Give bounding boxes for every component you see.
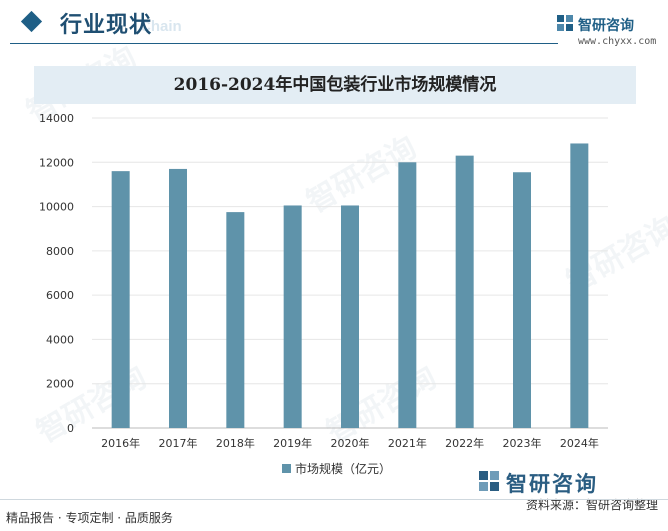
bar [226, 212, 245, 428]
y-tick-label: 10000 [39, 201, 74, 214]
y-tick-label: 2000 [46, 378, 74, 391]
chart-title-band: 2016-2024年中国包装行业市场规模情况 [34, 66, 636, 104]
bar [341, 205, 359, 428]
bar [283, 205, 302, 428]
bar [455, 155, 474, 428]
section-subtitle: Chain [140, 18, 182, 35]
bar [111, 171, 130, 428]
legend-label: 市场规模（亿元） [295, 461, 391, 476]
x-tick-label: 2017年 [159, 436, 198, 450]
x-tick-label: 2018年 [216, 436, 255, 450]
x-tick-label: 2020年 [331, 436, 370, 450]
footer-brand: 智研咨询 [478, 468, 658, 496]
brand-url: www.chyxx.com [578, 36, 657, 47]
x-tick-label: 2023年 [503, 436, 542, 450]
y-tick-label: 8000 [46, 245, 74, 258]
bar [513, 172, 531, 428]
section-title: 行业现状 [60, 13, 153, 38]
y-tick-label: 14000 [39, 112, 74, 125]
brand: 智研咨询 www.chyxx.com [556, 14, 656, 48]
x-tick-label: 2016年 [101, 436, 140, 450]
y-tick-label: 4000 [46, 333, 74, 346]
source-note: 资料来源：智研咨询整理 [525, 498, 658, 512]
brand-logo-icon [557, 15, 573, 31]
bar [398, 162, 417, 429]
x-tick-label: 2021年 [388, 436, 427, 450]
header-divider [10, 43, 558, 44]
legend-swatch [282, 464, 291, 473]
footer-brand-logo-icon [479, 471, 499, 491]
footer-slogan: 精品报告 · 专项定制 · 品质服务 [6, 511, 173, 525]
page-header: Chain 行业现状 智研咨询 www.chyxx.com [0, 0, 668, 50]
x-tick-label: 2024年 [560, 436, 599, 450]
y-tick-label: 12000 [39, 156, 74, 169]
x-tick-label: 2022年 [445, 436, 484, 450]
y-tick-label: 0 [67, 422, 74, 435]
chart-title: 2016-2024年中国包装行业市场规模情况 [173, 75, 497, 95]
bar [570, 143, 589, 428]
x-tick-label: 2019年 [273, 436, 312, 450]
bar [169, 168, 187, 428]
footer-brand-name: 智研咨询 [506, 472, 598, 496]
footer-divider [0, 499, 668, 500]
brand-name: 智研咨询 [578, 18, 634, 34]
y-tick-label: 6000 [46, 289, 74, 302]
